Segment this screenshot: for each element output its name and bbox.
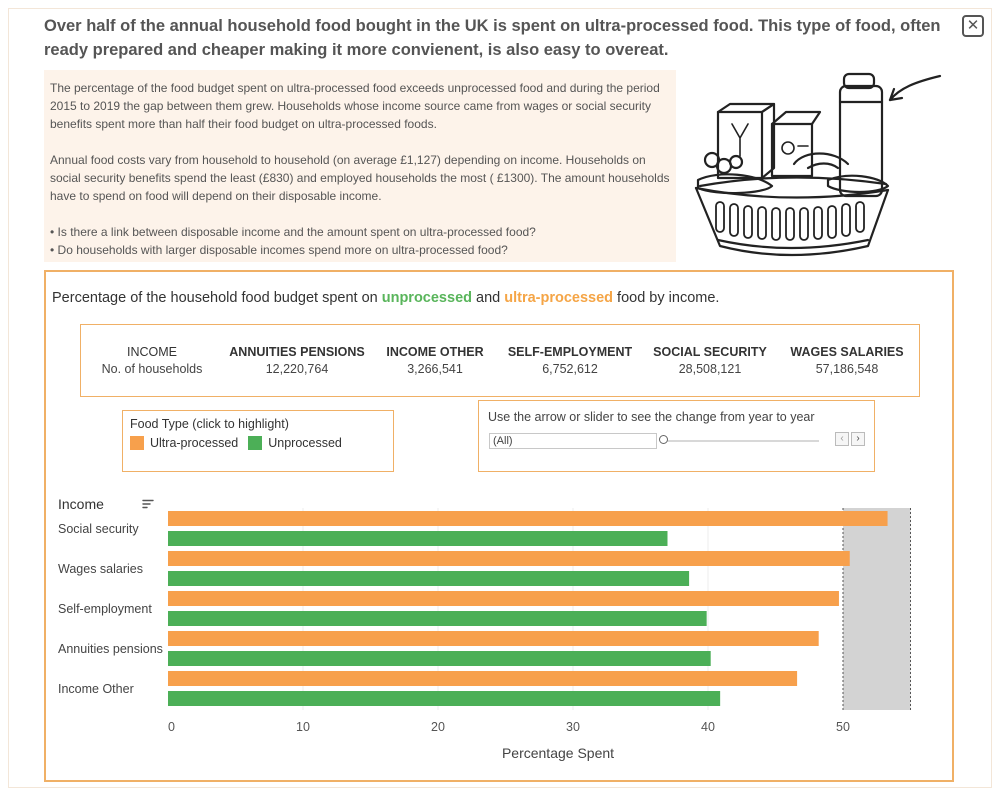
bar — [168, 671, 798, 686]
legend-item-unprocessed[interactable]: Unprocessed — [248, 436, 342, 450]
chart-title-pre: Percentage of the household food budget … — [52, 290, 382, 306]
food-type-legend: Food Type (click to highlight) Ultra-pro… — [122, 410, 394, 472]
households-column-name: INCOME OTHER — [386, 345, 484, 359]
close-button[interactable]: ✕ — [962, 15, 984, 37]
x-tick-label: 10 — [296, 720, 310, 734]
bar — [168, 551, 850, 566]
year-slider-track[interactable] — [661, 440, 819, 442]
x-tick-label: 50 — [836, 720, 850, 734]
year-slider-thumb[interactable] — [659, 435, 668, 444]
year-slider-panel: Use the arrow or slider to see the chang… — [478, 400, 875, 472]
chart-title: Percentage of the household food budget … — [52, 290, 719, 306]
households-column-value: 3,266,541 — [407, 362, 463, 376]
highlight-band — [843, 508, 911, 710]
bar — [168, 611, 707, 626]
y-category-label: Annuities pensions — [58, 642, 163, 656]
intro-paragraph-2: Annual food costs vary from household to… — [50, 153, 670, 203]
x-tick-label: 20 — [431, 720, 445, 734]
x-tick-label: 0 — [168, 720, 175, 734]
households-column: INCOME OTHER 3,266,541 — [379, 345, 491, 376]
households-column: ANNUITIES PENSIONS 12,220,764 — [227, 345, 367, 376]
chart-title-unprocessed: unprocessed — [381, 290, 472, 306]
year-slider-label: Use the arrow or slider to see the chang… — [488, 410, 815, 424]
sort-icon[interactable] — [142, 498, 154, 510]
dashboard-frame — [8, 8, 992, 788]
households-column-value: 12,220,764 — [265, 362, 329, 376]
y-category-label: Self-employment — [58, 602, 152, 616]
y-category-label: Wages salaries — [58, 562, 143, 576]
year-select[interactable]: (All) — [489, 433, 657, 449]
bar — [168, 591, 839, 606]
intro-question-1: • Is there a link between disposable inc… — [50, 225, 536, 239]
page-headline: Over half of the annual household food b… — [44, 17, 941, 59]
households-count-label: No. of households — [101, 362, 203, 376]
households-column-name: SOCIAL SECURITY — [653, 345, 767, 359]
x-tick-label: 30 — [566, 720, 580, 734]
y-category-label: Income Other — [58, 682, 134, 696]
intro-panel: The percentage of the food budget spent … — [44, 70, 676, 262]
households-column-value: 57,186,548 — [815, 362, 879, 376]
chart-title-ultra: ultra-processed — [504, 290, 614, 306]
y-axis-title: Income — [58, 496, 104, 512]
households-table: INCOME No. of households ANNUITIES PENSI… — [80, 324, 920, 397]
households-column-name: SELF-EMPLOYMENT — [507, 345, 633, 359]
legend-item-ultra-processed[interactable]: Ultra-processed — [130, 436, 238, 450]
income-header: INCOME — [127, 345, 177, 359]
x-tick-label: 40 — [701, 720, 715, 734]
households-column-name: WAGES SALARIES — [790, 345, 904, 359]
legend-label: Unprocessed — [268, 436, 342, 450]
households-column-name: ANNUITIES PENSIONS — [229, 345, 365, 359]
bar — [168, 571, 690, 586]
chart-title-mid: and — [471, 290, 505, 306]
prev-year-button[interactable]: ‹ — [835, 432, 849, 446]
intro-questions: • Is there a link between disposable inc… — [50, 223, 670, 259]
intro-question-2: • Do households with larger disposable i… — [50, 243, 508, 257]
households-column: SELF-EMPLOYMENT 6,752,612 — [505, 345, 635, 376]
legend-title: Food Type (click to highlight) — [130, 417, 289, 431]
households-column: WAGES SALARIES 57,186,548 — [785, 345, 909, 376]
legend-swatch-unprocessed — [248, 436, 263, 450]
legend-label: Ultra-processed — [150, 436, 239, 450]
chart-title-post: food by income. — [613, 290, 720, 306]
bar — [168, 651, 711, 666]
households-column: SOCIAL SECURITY 28,508,121 — [647, 345, 773, 376]
bar-chart: Income 0 10 20 30 40 50 Social security Wages s… — [46, 478, 952, 782]
bar — [168, 531, 668, 546]
shopping-basket-illustration — [694, 72, 942, 257]
households-header-cell: INCOME No. of households — [98, 345, 206, 376]
legend-swatch-ultra-processed — [130, 436, 144, 450]
y-category-label: Social security — [58, 522, 139, 536]
bar — [168, 511, 888, 526]
households-column-value: 28,508,121 — [678, 362, 742, 376]
intro-paragraph-1: The percentage of the food budget spent … — [50, 81, 660, 131]
households-column-value: 6,752,612 — [542, 362, 598, 376]
bar-chart-svg: 0 10 20 30 40 50 Social security Wages salaries… — [58, 508, 911, 761]
next-year-button[interactable]: › — [851, 432, 865, 446]
x-axis-title: Percentage Spent — [502, 745, 614, 761]
bar — [168, 691, 721, 706]
chart-panel: Percentage of the household food budget … — [44, 270, 954, 782]
bar — [168, 631, 819, 646]
